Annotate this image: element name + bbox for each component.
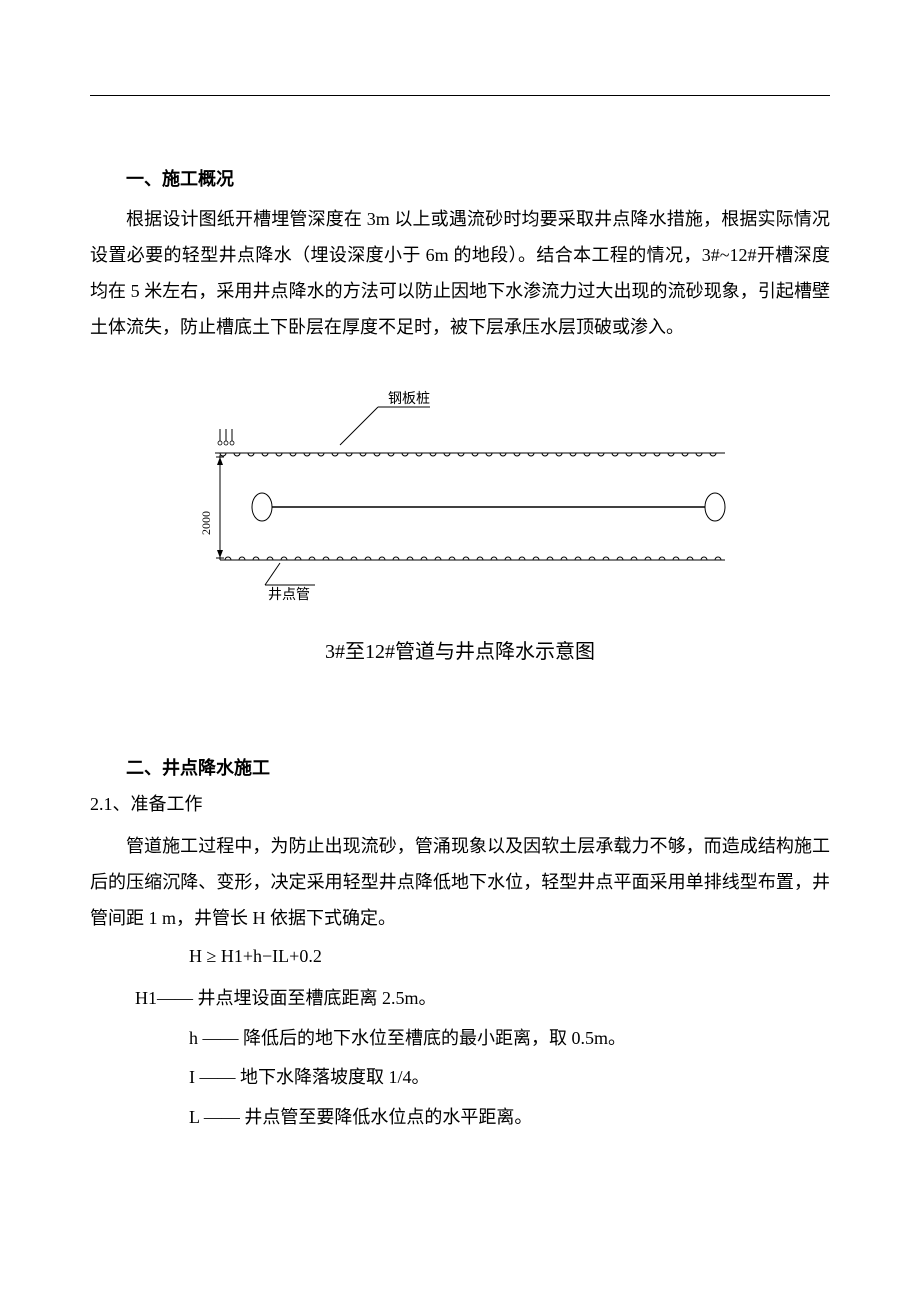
section-1-para: 根据设计图纸开槽埋管深度在 3m 以上或遇流砂时均要采取井点降水措施，根据实际情… xyxy=(90,201,830,345)
pipe-end-left xyxy=(252,493,272,521)
label-steel-sheet-pile: 钢板桩 xyxy=(388,390,430,407)
def-l: L —— 井点管至要降低水位点的水平距离。 xyxy=(90,1098,830,1138)
page-content: 一、施工概况 根据设计图纸开槽埋管深度在 3m 以上或遇流砂时均要采取井点降水措… xyxy=(90,165,830,1137)
def-i: I —— 地下水降落坡度取 1/4。 xyxy=(90,1058,830,1098)
sheet-pile-top-row xyxy=(215,453,725,456)
top-rule xyxy=(90,95,830,96)
svg-text:2000: 2000 xyxy=(199,511,213,535)
section-2-sub: 2.1、准备工作 xyxy=(90,790,830,816)
def-h1: H1—— 井点埋设面至槽底距离 2.5m。 xyxy=(90,979,830,1019)
section-2-para: 管道施工过程中，为防止出现流砂，管涌现象以及因软土层承载力不够，而造成结构施工后… xyxy=(90,828,830,936)
dimension-2000: 2000 xyxy=(199,455,224,560)
pipe-end-right xyxy=(705,493,725,521)
label-wellpoint-pipe: 井点管 xyxy=(268,587,310,603)
sheet-pile-bottom-row xyxy=(220,557,725,560)
section-1-heading: 一、施工概况 xyxy=(90,165,830,191)
diagram-container: 钢板桩 xyxy=(90,385,830,664)
section-2-heading: 二、井点降水施工 xyxy=(90,754,830,780)
wellpoint-diagram: 钢板桩 xyxy=(160,385,760,605)
diagram-caption: 3#至12#管道与井点降水示意图 xyxy=(90,635,830,664)
formula: H ≥ H1+h−IL+0.2 xyxy=(90,946,830,967)
def-h: h —— 降低后的地下水位至槽底的最小距离，取 0.5m。 xyxy=(90,1019,830,1059)
detail-top-left xyxy=(218,429,234,445)
